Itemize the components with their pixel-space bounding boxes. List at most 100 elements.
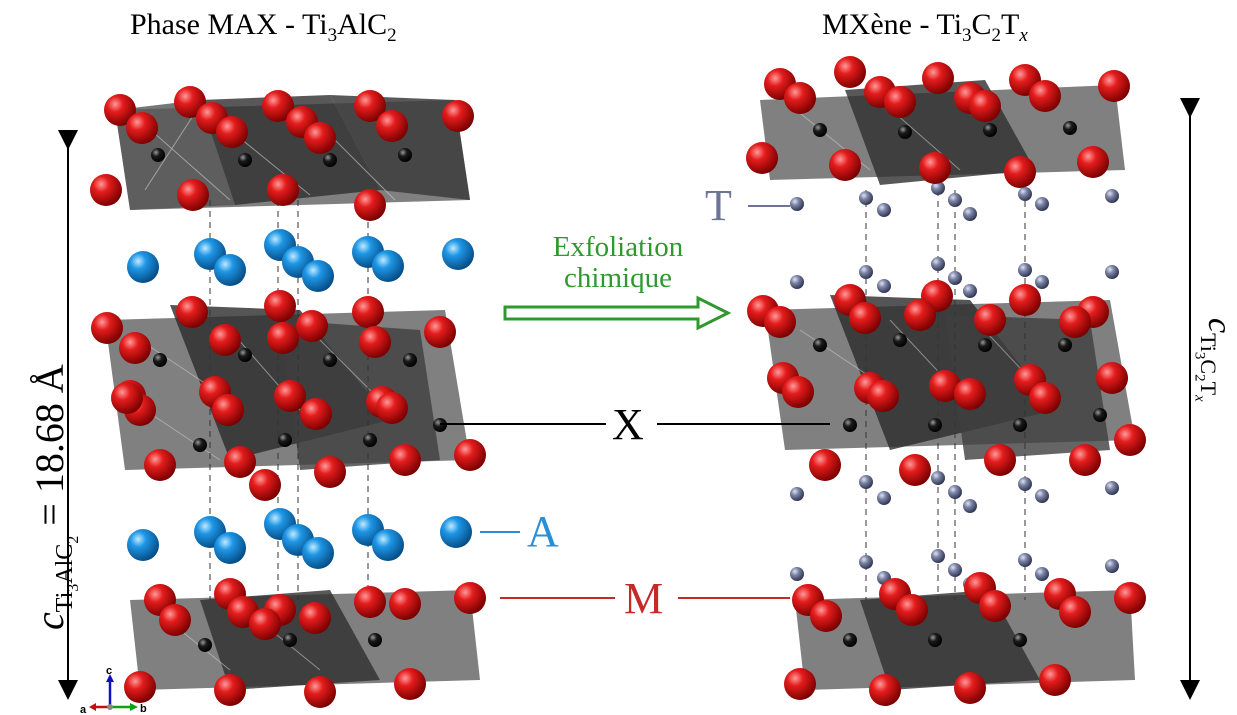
T-atom (877, 203, 891, 217)
T-atom (790, 567, 804, 581)
T-atom (790, 487, 804, 501)
M-atom (354, 189, 386, 221)
T-atom (877, 491, 891, 505)
M-atom (904, 299, 936, 331)
M-atom (91, 312, 123, 344)
T-atom (963, 207, 977, 221)
mxene-T-atoms (790, 181, 1119, 591)
X-atom (813, 338, 827, 352)
M-atom (394, 668, 426, 700)
X-atom (238, 348, 252, 362)
X-atom (1093, 408, 1107, 422)
X-atom (1063, 121, 1077, 135)
M-atom (454, 439, 486, 471)
T-atom (931, 549, 945, 563)
T-atom (1035, 275, 1049, 289)
X-atom (283, 633, 297, 647)
T-atom (948, 485, 962, 499)
axis-triad: c b a (80, 665, 147, 715)
M-atom (974, 304, 1006, 336)
M-atom (869, 674, 901, 706)
mxene-structure (746, 56, 1146, 706)
M-atom (784, 668, 816, 700)
axis-c-label: c (106, 665, 112, 677)
M-atom (389, 444, 421, 476)
M-atom (264, 290, 296, 322)
X-atom (323, 153, 337, 167)
M-atom (899, 454, 931, 486)
T-atom (931, 181, 945, 195)
M-atom (90, 174, 122, 206)
X-atom (193, 438, 207, 452)
A-atom (127, 529, 159, 561)
M-atom (810, 600, 842, 632)
M-atom (274, 380, 306, 412)
M-atom (1077, 146, 1109, 178)
T-atom (1018, 477, 1032, 491)
T-atom (790, 197, 804, 211)
X-atom (323, 353, 337, 367)
A-atom (440, 516, 472, 548)
M-atom (209, 324, 241, 356)
T-atom (877, 279, 891, 293)
A-atom (127, 251, 159, 283)
M-atom (376, 392, 408, 424)
mxene-M-atoms (746, 56, 1146, 706)
M-atom (884, 86, 916, 118)
M-atom (1059, 306, 1091, 338)
T-atom (948, 563, 962, 577)
X-atom (978, 338, 992, 352)
T-atom (1105, 265, 1119, 279)
label-X: X (612, 400, 644, 449)
M-atom (1029, 382, 1061, 414)
T-atom (948, 271, 962, 285)
A-atom (214, 254, 246, 286)
M-atom (922, 62, 954, 94)
X-atom (983, 123, 997, 137)
M-atom (929, 370, 961, 402)
A-atom (302, 260, 334, 292)
axis-b-label: b (140, 703, 147, 715)
X-atom (278, 433, 292, 447)
X-atom (151, 148, 165, 162)
M-atom (454, 582, 486, 614)
max-M-atoms (90, 86, 486, 708)
X-atom (368, 633, 382, 647)
mxene-c-parameter-label: cTi3C2Tx (1191, 318, 1237, 402)
M-atom (159, 604, 191, 636)
M-atom (267, 174, 299, 206)
M-atom (176, 296, 208, 328)
max-phase-structure (90, 86, 486, 708)
T-atom (859, 191, 873, 205)
M-atom (126, 112, 158, 144)
X-atom (398, 148, 412, 162)
M-atom (1096, 362, 1128, 394)
M-atom (389, 588, 421, 620)
M-atom (784, 82, 816, 114)
T-atom (1018, 553, 1032, 567)
M-atom (849, 302, 881, 334)
M-atom (1098, 70, 1130, 102)
M-atom (746, 142, 778, 174)
M-atom (1069, 444, 1101, 476)
M-atom (177, 179, 209, 211)
mxene-X-atoms (813, 121, 1107, 647)
max-A-atoms (127, 229, 474, 569)
M-atom (144, 449, 176, 481)
exfoliation-label: Exfoliation chimique (552, 231, 684, 295)
A-atom (372, 250, 404, 282)
M-atom (224, 446, 256, 478)
max-c-parameter-label: cTi3AlC2 = 18.68 Å (27, 364, 82, 630)
T-atom (931, 257, 945, 271)
X-atom (843, 418, 857, 432)
max-bottom-slab (130, 590, 480, 690)
M-atom (829, 149, 861, 181)
A-atom (214, 532, 246, 564)
M-atom (1004, 156, 1036, 188)
A-atom (442, 238, 474, 270)
M-atom (424, 316, 456, 348)
max-title: Phase MAX - Ti3AlC2 (130, 8, 397, 46)
M-atom (954, 672, 986, 704)
T-atom (1035, 489, 1049, 503)
M-atom (304, 122, 336, 154)
